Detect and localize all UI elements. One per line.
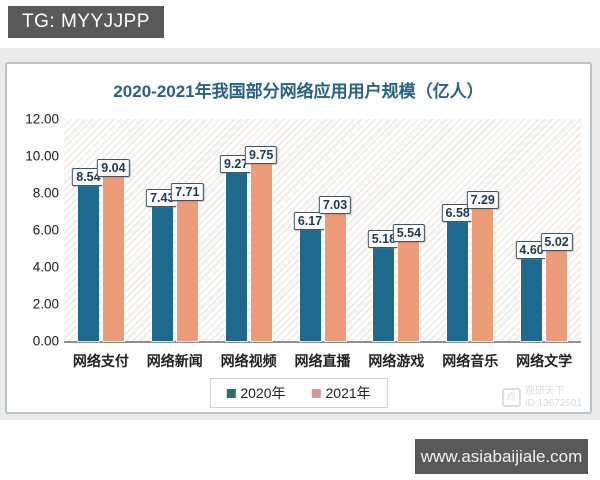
watermark-logo-icon: 观 (501, 388, 521, 407)
category-labels: 网络支付 网络新闻 网络视频 网络直播 网络游戏 网络音乐 网络文学 (64, 351, 581, 371)
category-label: 网络新闻 (146, 353, 203, 369)
bar-value-label: 7.43 (146, 188, 179, 207)
y-tick-label: 0.00 (32, 333, 59, 349)
bar-group: 8.54 9.04 (64, 119, 138, 341)
source-watermark: 观 观研天下 ID:13672501 (501, 386, 582, 409)
bar-group: 4.60 5.02 (507, 119, 581, 341)
bar-group: 9.27 9.75 (212, 119, 286, 341)
watermark-line2: ID:13672501 (524, 397, 582, 409)
bar-2020年: 6.58 (441, 204, 474, 341)
bar-value-label: 7.29 (466, 191, 499, 210)
badge-text: TG: MYYJJPP (22, 11, 150, 32)
bar-group: 5.18 5.54 (359, 119, 433, 341)
y-tick-label: 10.00 (25, 148, 59, 164)
legend-label: 2021年 (325, 385, 371, 401)
chart-card: 2020-2021年我国部分网络应用用户规模（亿人） 12.00 10.00 8.0… (5, 62, 592, 414)
bar-2021年: 5.54 (392, 223, 426, 341)
legend-marker (311, 388, 321, 398)
category-label: 网络文学 (516, 353, 573, 369)
bar-value-label: 5.54 (392, 223, 426, 242)
bar-value-label: 7.71 (171, 183, 204, 202)
category-label: 网络游戏 (368, 353, 425, 369)
bar-2020年: 8.54 (72, 168, 105, 341)
bar-group: 7.43 7.71 (138, 119, 212, 341)
bar-2021年: 9.04 (97, 158, 130, 341)
bar-2020年: 9.27 (219, 154, 253, 341)
bar-2021年: 7.29 (466, 191, 499, 341)
y-tick-label: 12.00 (25, 111, 59, 127)
bar-2020年: 5.18 (367, 230, 401, 341)
category-label: 网络视频 (220, 353, 277, 369)
bar-value-label: 4.60 (515, 240, 548, 259)
watermark-line1: 观研天下 (524, 386, 565, 397)
bar-value-label: 9.27 (219, 154, 253, 173)
banner-url: www.asiabaijiale.com (420, 446, 583, 466)
bar-2021年: 7.71 (171, 183, 204, 341)
category-label: 网络直播 (294, 353, 351, 369)
bar-value-label: 5.02 (540, 233, 573, 252)
bar-value-label: 9.75 (244, 145, 278, 164)
bar-2021年: 9.75 (244, 145, 278, 341)
bar-value-label: 9.04 (97, 158, 130, 177)
bar-2020年: 6.17 (293, 211, 327, 341)
category-label: 网络支付 (72, 353, 129, 369)
bar-2020年: 7.43 (146, 188, 179, 341)
bar-2020年: 4.60 (515, 240, 548, 341)
bar-value-label: 6.58 (441, 204, 474, 223)
telegram-watermark-badge: TG: MYYJJPP (8, 6, 164, 38)
plot-area: 8.54 9.04 7.43 7.71 9.27 9.75 6.17 7.03 5.18 5.54… (64, 119, 581, 343)
bar-2021年: 7.03 (318, 195, 352, 341)
bar-value-label: 7.03 (318, 195, 352, 214)
watermark-text: 观研天下 ID:13672501 (525, 386, 582, 409)
bar-group: 6.58 7.29 (433, 119, 507, 341)
bar-2021年: 5.02 (540, 233, 573, 341)
legend: 2020年 2021年 (209, 378, 388, 408)
y-axis: 12.00 10.00 8.00 6.00 4.00 2.00 0.00 (13, 112, 59, 349)
legend-marker (226, 388, 236, 398)
y-tick-label: 8.00 (32, 185, 59, 201)
y-tick-label: 4.00 (32, 259, 59, 275)
legend-label: 2020年 (240, 385, 286, 401)
bar-value-label: 5.18 (367, 230, 401, 249)
site-watermark-banner: www.asiabaijiale.com (415, 439, 588, 474)
legend-item: 2020年 (226, 383, 286, 403)
bar-group: 6.17 7.03 (286, 119, 360, 341)
bar-value-label: 6.17 (293, 211, 327, 230)
y-tick-label: 6.00 (32, 222, 59, 238)
legend-item: 2021年 (311, 383, 371, 403)
category-label: 网络音乐 (442, 353, 499, 369)
chart-title: 2020-2021年我国部分网络应用用户规模（亿人） (113, 82, 484, 101)
y-tick-label: 2.00 (32, 296, 59, 312)
